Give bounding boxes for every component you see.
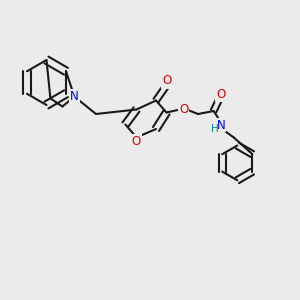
Text: N: N [70,90,79,103]
Text: H: H [211,124,219,134]
Text: O: O [217,88,226,101]
Text: O: O [179,103,188,116]
Text: O: O [162,74,171,88]
Text: O: O [132,135,141,148]
Text: N: N [217,119,226,132]
